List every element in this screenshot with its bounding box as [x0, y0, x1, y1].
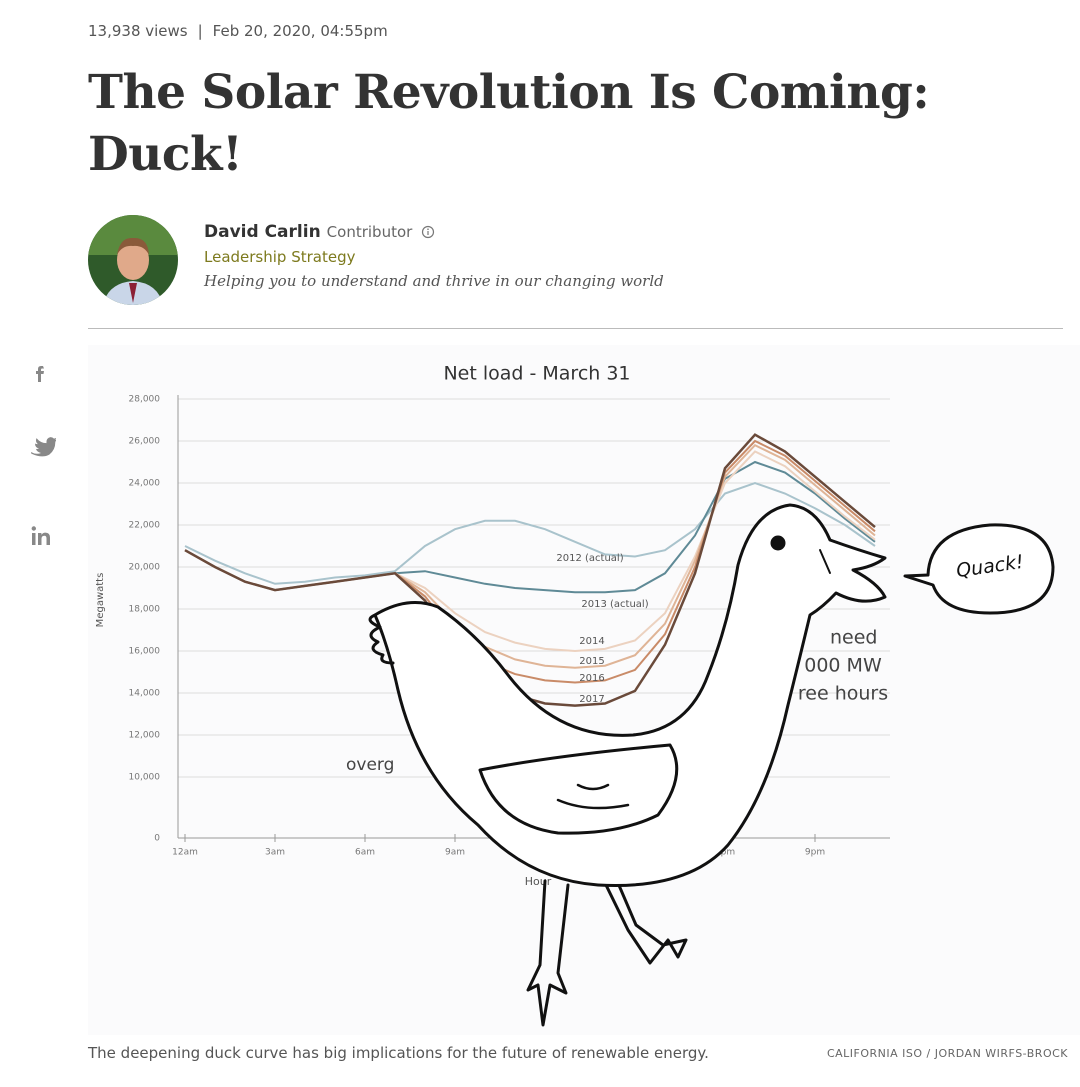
- author-info: David Carlin Contributor Leadership Strat…: [204, 222, 664, 290]
- y-tick-label: 18,000: [129, 605, 161, 615]
- y-axis-label: Megawatts: [95, 573, 106, 628]
- x-tick-label: 12am: [172, 848, 198, 858]
- y-tick-label: 26,000: [129, 437, 161, 447]
- duck-drawing: Quack!: [368, 503, 1055, 1027]
- series-label: 2017: [579, 694, 604, 705]
- figure-title: Net load - March 31: [443, 363, 630, 385]
- x-tick-label: 3am: [265, 848, 285, 858]
- chart: Net load - March 31 0 10,000 12,000 14,000 16…: [95, 363, 890, 888]
- series-label: 2014: [579, 636, 604, 647]
- article-title: The Solar Revolution Is Coming: Duck!: [88, 65, 930, 182]
- author-tagline: Helping you to understand and thrive in …: [204, 272, 664, 290]
- annotation: overg: [346, 755, 394, 775]
- date: Feb 20, 2020, 04:55pm: [212, 22, 388, 40]
- x-tick-label: 6pm: [715, 848, 735, 858]
- caption-credit: CALIFORNIA ISO / JORDAN WIRFS-BROCK: [826, 1047, 1068, 1060]
- x-axis-label: Hour: [525, 875, 552, 888]
- series-label: 2015: [579, 656, 604, 667]
- annotation: 000 MW: [804, 655, 882, 677]
- y-tick-label: 22,000: [129, 521, 161, 531]
- linkedin-icon[interactable]: [31, 526, 50, 545]
- divider: [88, 328, 1063, 329]
- x-tick-label: 9am: [445, 848, 465, 858]
- y-tick-label: 10,000: [129, 773, 161, 783]
- figure-image: Net load - March 31 0 10,000 12,000 14,000 16…: [88, 345, 1080, 1035]
- series-label: 2013 (actual): [581, 599, 648, 610]
- x-tick-label: 9pm: [805, 848, 825, 858]
- y-tick-label: 28,000: [129, 395, 161, 405]
- series-line: [184, 481, 876, 585]
- facebook-icon[interactable]: [36, 366, 44, 382]
- meta-line: 13,938 views | Feb 20, 2020, 04:55pm: [88, 22, 398, 40]
- annotation: ree hours: [798, 683, 888, 705]
- annotation: need: [830, 627, 877, 649]
- author-avatar[interactable]: [88, 215, 178, 305]
- caption-text: The deepening duck curve has big implica…: [88, 1044, 709, 1062]
- author-name[interactable]: David Carlin: [204, 222, 321, 242]
- y-tick-label: 20,000: [129, 563, 161, 573]
- y-tick-label: 12,000: [129, 731, 161, 741]
- x-tick-label: 6am: [355, 848, 375, 858]
- twitter-icon[interactable]: [31, 437, 56, 457]
- y-tick-label: 16,000: [129, 647, 161, 657]
- author-section[interactable]: Leadership Strategy: [204, 248, 356, 266]
- info-icon[interactable]: [421, 225, 435, 239]
- figure-caption: The deepening duck curve has big implica…: [88, 1044, 1068, 1062]
- series-label: 2016: [579, 673, 604, 684]
- social-bar: [31, 366, 56, 545]
- y-tick-label: 0: [154, 834, 160, 844]
- series-label: 2012 (actual): [556, 553, 623, 564]
- y-tick-label: 14,000: [129, 689, 161, 699]
- y-tick-label: 24,000: [129, 479, 161, 489]
- views: 13,938 views: [88, 22, 188, 40]
- separator: |: [197, 22, 203, 40]
- author-role: Contributor: [326, 223, 413, 241]
